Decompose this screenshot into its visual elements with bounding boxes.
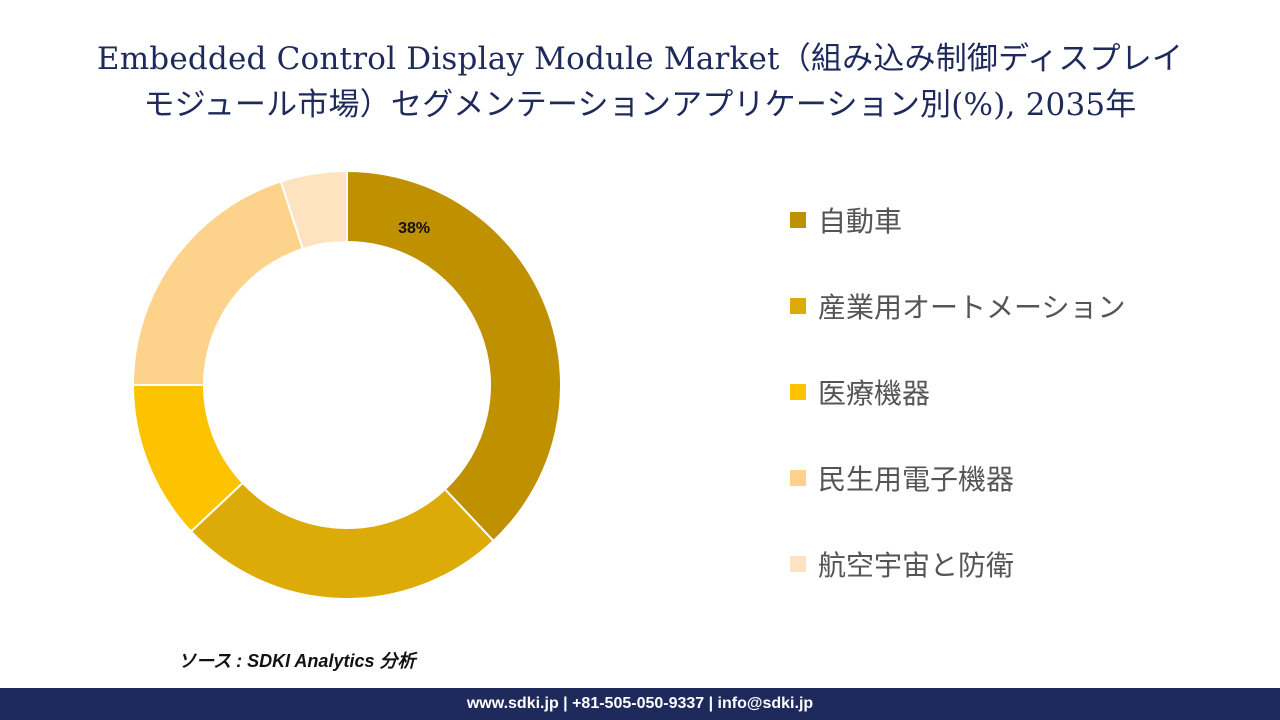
- legend-swatch-1: [790, 212, 806, 228]
- legend-item-3: 医療機器: [790, 368, 1125, 416]
- donut-chart: 38%: [131, 169, 562, 600]
- legend-swatch-5: [790, 556, 806, 572]
- footer-bar: www.sdki.jp | +81-505-050-9337 | info@sd…: [0, 688, 1280, 720]
- legend-swatch-4: [790, 470, 806, 486]
- legend-item-5: 航空宇宙と防衛: [790, 540, 1125, 588]
- legend-swatch-3: [790, 384, 806, 400]
- donut-slice-4: [131, 180, 305, 386]
- chart-title-line1: Embedded Control Display Module Market（組…: [96, 41, 1184, 77]
- chart-title-line2: モジュール市場）セグメンテーションアプリケーション別(%), 2035年: [143, 87, 1137, 123]
- legend-item-4: 民生用電子機器: [790, 454, 1125, 502]
- donut-slice-2: [189, 481, 495, 600]
- legend-label-4: 民生用電子機器: [818, 463, 1015, 496]
- chart-legend: 自動車産業用オートメーション 医療機器民生用電子機器 航空宇宙と防衛: [790, 196, 1125, 626]
- donut-slice-5: [279, 169, 348, 251]
- source-note: ソース : SDKI Analytics 分析: [178, 651, 416, 671]
- legend-label-1: 自動車: [818, 205, 903, 238]
- legend-label-3: 医療機器: [818, 377, 931, 410]
- chart-title: Embedded Control Display Module Market（組…: [0, 36, 1280, 128]
- legend-item-1: 自動車: [790, 196, 1125, 244]
- donut-slice-1: [346, 169, 562, 543]
- legend-label-2: 産業用オートメーション: [818, 291, 1126, 324]
- legend-item-2: 産業用オートメーション: [790, 282, 1125, 330]
- donut-data-label-1: 38%: [398, 220, 430, 237]
- legend-swatch-2: [790, 298, 806, 314]
- legend-label-5: 航空宇宙と防衛: [818, 549, 1015, 582]
